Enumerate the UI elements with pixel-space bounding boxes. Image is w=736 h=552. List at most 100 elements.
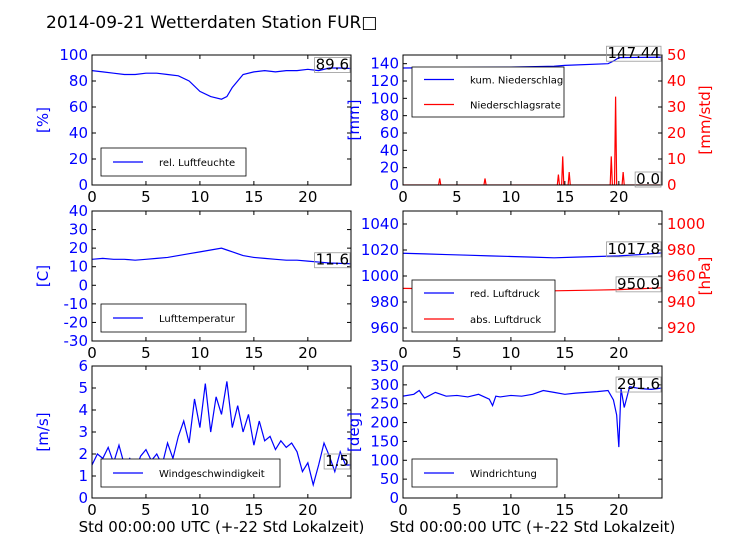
y-tick-label: 0 <box>78 489 88 507</box>
x-tick-label: 20 <box>298 344 317 362</box>
x-tick-label: 0 <box>87 188 97 206</box>
y-tick-label: 80 <box>69 72 88 90</box>
y-tick-label: 1020 <box>361 241 399 259</box>
legend-label: Lufttemperatur <box>159 314 236 325</box>
last-value-label: 147.44 <box>608 44 661 62</box>
x-axis-label: Std 00:00:00 UTC (+-22 Std Lokalzeit) <box>79 518 365 536</box>
x-tick-label: 20 <box>298 501 317 519</box>
y-tick-label: -30 <box>64 332 89 350</box>
y-right-tick-label: 1000 <box>667 215 705 233</box>
series-line-precipitation-1 <box>403 96 662 185</box>
x-tick-label: 5 <box>141 501 151 519</box>
y-tick-label: 1 <box>78 467 88 485</box>
y-tick-label: 350 <box>370 357 399 375</box>
x-tick-label: 15 <box>244 188 263 206</box>
x-tick-label: 10 <box>190 344 209 362</box>
x-tick-label: 10 <box>501 501 520 519</box>
x-tick-label: 0 <box>87 344 97 362</box>
legend-label: red. Luftdruck <box>470 289 540 300</box>
legend: Lufttemperatur <box>100 303 247 333</box>
x-tick-label: 5 <box>452 188 462 206</box>
legend: red. Luftdruck abs. Luftdruck <box>411 279 556 333</box>
y-axis-label-right: [mm/std] <box>696 85 714 154</box>
y-tick-label: 40 <box>380 141 399 159</box>
last-value-box <box>323 453 351 470</box>
x-tick-label: 5 <box>141 188 151 206</box>
last-value-label-right: 950.9 <box>617 275 660 293</box>
y-right-tick-label: 0 <box>667 176 677 194</box>
y-tick-label: 3 <box>78 423 88 441</box>
x-tick-label: 15 <box>244 501 263 519</box>
x-tick-label: 10 <box>190 188 209 206</box>
y-tick-label: 100 <box>370 89 399 107</box>
y-tick-label: 300 <box>370 376 399 394</box>
y-tick-label: 120 <box>370 72 399 90</box>
y-tick-label: 0 <box>78 176 88 194</box>
y-tick-label: 40 <box>69 202 88 220</box>
y-axis-label: [%] <box>34 107 52 133</box>
axes-frame <box>91 54 352 186</box>
legend: rel. Luftfeuchte <box>100 147 247 177</box>
y-tick-label: 0 <box>389 489 399 507</box>
y-tick-label: 2 <box>78 445 88 463</box>
legend-label: Windgeschwindigkeit <box>159 469 265 480</box>
last-value-label-right: 0.0 <box>636 170 660 188</box>
y-tick-label: 5 <box>78 379 88 397</box>
y-right-tick-label: 30 <box>667 98 686 116</box>
y-tick-label: 0 <box>78 276 88 294</box>
last-value-label: 1017.8 <box>608 240 661 258</box>
panel-temperature: 0 5 10 15 20-30-20-10010203040[C]11.6Lufttem… <box>34 202 352 362</box>
x-tick-label: 0 <box>398 501 408 519</box>
y-tick-label: 20 <box>69 150 88 168</box>
x-tick-label: 20 <box>609 188 628 206</box>
last-value-box <box>606 45 662 62</box>
y-tick-label: 1040 <box>361 215 399 233</box>
x-tick-label: 15 <box>555 501 574 519</box>
last-value-box-right <box>634 171 662 188</box>
y-tick-label: 980 <box>370 293 399 311</box>
y-tick-label: 20 <box>69 239 88 257</box>
legend-label: kum. Niederschlag <box>470 76 563 87</box>
y-tick-label: 80 <box>380 107 399 125</box>
y-tick-label: 30 <box>69 221 88 239</box>
y-axis-label: [m/s] <box>34 412 52 451</box>
y-tick-label: 200 <box>370 414 399 432</box>
axes-frame <box>402 54 663 186</box>
x-axis-label: Std 00:00:00 UTC (+-22 Std Lokalzeit) <box>390 518 676 536</box>
y-tick-label: 0 <box>389 176 399 194</box>
legend-label: Niederschlagsrate <box>470 101 561 112</box>
legend-label: Windrichtung <box>470 469 537 480</box>
last-value-label: 291.6 <box>617 375 660 393</box>
legend-frame <box>411 279 556 333</box>
panel-precipitation: 0 5 10 15 2002040608010012014001020304050[mm… <box>345 44 714 206</box>
y-axis-label: [deg] <box>345 412 363 452</box>
x-tick-label: 0 <box>398 188 408 206</box>
y-tick-label: 1000 <box>361 267 399 285</box>
y-tick-label: 50 <box>380 470 399 488</box>
y-tick-label: 40 <box>69 124 88 142</box>
y-axis-label-right: [hPa] <box>696 257 714 296</box>
y-tick-label: 4 <box>78 401 88 419</box>
y-tick-label: 960 <box>370 319 399 337</box>
y-tick-label: 60 <box>69 98 88 116</box>
legend-frame <box>411 458 558 488</box>
legend: kum. Niederschlag Niederschlagsrate <box>411 66 565 118</box>
x-tick-label: 20 <box>609 501 628 519</box>
last-value-box <box>615 376 662 393</box>
y-tick-label: 20 <box>380 159 399 177</box>
series-line-humidity-0 <box>92 67 351 100</box>
last-value-label: 11.6 <box>316 251 349 269</box>
y-tick-label: 10 <box>69 258 88 276</box>
y-axis-label: [C] <box>34 265 52 287</box>
x-tick-label: 5 <box>452 501 462 519</box>
y-right-tick-label: 20 <box>667 124 686 142</box>
y-tick-label: 250 <box>370 395 399 413</box>
axes-frame <box>402 365 663 499</box>
legend-label: abs. Luftdruck <box>470 315 541 326</box>
y-tick-label: 60 <box>380 124 399 142</box>
y-right-tick-label: 40 <box>667 72 686 90</box>
legend: Windgeschwindigkeit <box>100 458 281 488</box>
last-value-box <box>606 241 662 258</box>
y-right-tick-label: 10 <box>667 150 686 168</box>
